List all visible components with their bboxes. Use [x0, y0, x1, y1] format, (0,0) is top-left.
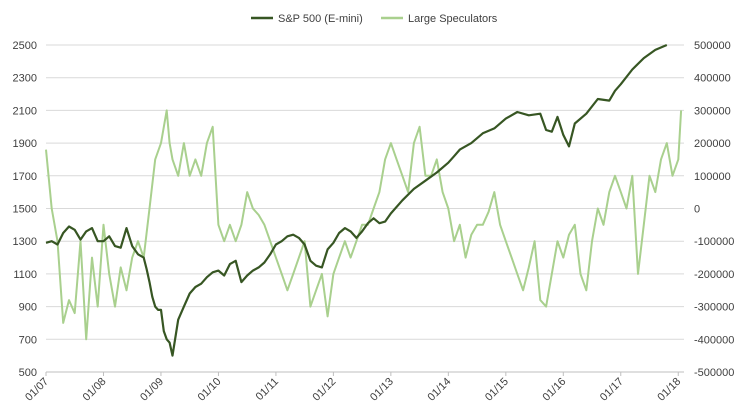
y-left-tick-label: 1100: [13, 269, 37, 281]
x-tick-label: 01/17: [598, 376, 626, 404]
gridlines: [46, 44, 684, 373]
y-right-tick-label: 400000: [694, 73, 731, 85]
y-left-tick-label: 2300: [13, 73, 37, 85]
series-lines: [45, 43, 683, 357]
y-left-tick-label: 1700: [13, 171, 37, 183]
legend: S&P 500 (E-mini) Large Speculators: [251, 13, 498, 25]
y-left-tick-label: 700: [19, 334, 37, 346]
legend-label-sp500: S&P 500 (E-mini): [278, 13, 363, 25]
x-tick-label: 01/15: [483, 376, 511, 404]
x-tick-label: 01/09: [138, 376, 166, 404]
x-tick-label: 01/11: [254, 376, 281, 403]
x-tick-label: 01/12: [311, 376, 339, 404]
y-left-tick-label: 900: [19, 302, 37, 314]
series-line-large-speculators: [45, 109, 683, 341]
x-tick-label: 01/10: [196, 376, 224, 404]
y-right-tick-label: 0: [694, 204, 700, 216]
y-right-tick-label: -400000: [694, 334, 734, 346]
y-right-tick-label: 300000: [694, 105, 731, 117]
x-tick-label: 01/16: [540, 376, 568, 404]
x-tick-label: 01/18: [655, 376, 683, 404]
y-left-tick-label: 2100: [13, 105, 37, 117]
axes: 500 700 900 1100 1300 1500 1700 1900 2100 2300 250…: [13, 40, 735, 404]
x-tick-label: 01/13: [368, 376, 396, 404]
y-right-tick-label: -100000: [694, 236, 734, 248]
y-right-tick-label: 100000: [694, 171, 731, 183]
legend-label-large-speculators: Large Speculators: [408, 13, 498, 25]
y-left-tick-label: 2500: [13, 40, 37, 52]
x-tick-label: 01/14: [426, 376, 454, 404]
x-tick-label: 01/07: [23, 376, 51, 404]
series-line-sp500: [45, 43, 668, 357]
y-right-tick-label: 200000: [694, 138, 731, 150]
y-left-tick-label: 1500: [13, 204, 37, 216]
y-right-tick-label: -300000: [694, 302, 734, 314]
y-right-tick-label: -500000: [694, 367, 734, 379]
y-left-tick-label: 1300: [13, 236, 37, 248]
y-left-tick-label: 500: [19, 367, 37, 379]
y-left-tick-label: 1900: [13, 138, 37, 150]
x-tick-label: 01/08: [81, 376, 109, 404]
y-right-tick-label: 500000: [694, 40, 731, 52]
y-right-tick-label: -200000: [694, 269, 734, 281]
